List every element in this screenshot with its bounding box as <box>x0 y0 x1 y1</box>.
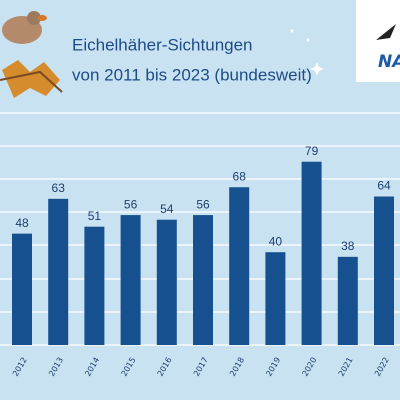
bar <box>120 215 141 345</box>
value-label: 68 <box>233 169 247 183</box>
bar <box>265 252 286 345</box>
value-label: 56 <box>124 197 138 211</box>
bar <box>12 233 32 345</box>
star <box>290 29 294 33</box>
bar <box>301 161 322 345</box>
bar <box>337 256 358 345</box>
value-label: 79 <box>305 144 319 158</box>
bar <box>48 198 69 345</box>
branch <box>0 70 63 93</box>
oak-leaves <box>2 60 60 98</box>
star <box>310 62 324 76</box>
chart-title: von 2011 bis 2023 (bundesweit) <box>72 65 312 84</box>
value-label: 56 <box>196 197 210 211</box>
bar <box>229 187 250 345</box>
bar <box>374 196 394 345</box>
logo-text: NA <box>378 52 400 72</box>
bar <box>84 226 105 345</box>
value-label: 48 <box>15 216 29 230</box>
acorn <box>37 15 47 21</box>
logo-box <box>356 0 400 82</box>
logo-stork <box>376 24 396 40</box>
bar <box>193 215 213 345</box>
value-label: 54 <box>160 202 174 216</box>
star <box>306 38 310 42</box>
value-label: 51 <box>88 209 102 223</box>
value-label: 40 <box>269 234 283 248</box>
chart-title: Eichelhäher-Sichtungen <box>72 35 253 54</box>
value-label: 64 <box>377 179 391 193</box>
value-label: 63 <box>52 181 66 195</box>
bird-illustration <box>0 11 63 98</box>
value-label: 38 <box>341 239 355 253</box>
bar <box>156 219 177 345</box>
bird-head <box>27 11 41 25</box>
